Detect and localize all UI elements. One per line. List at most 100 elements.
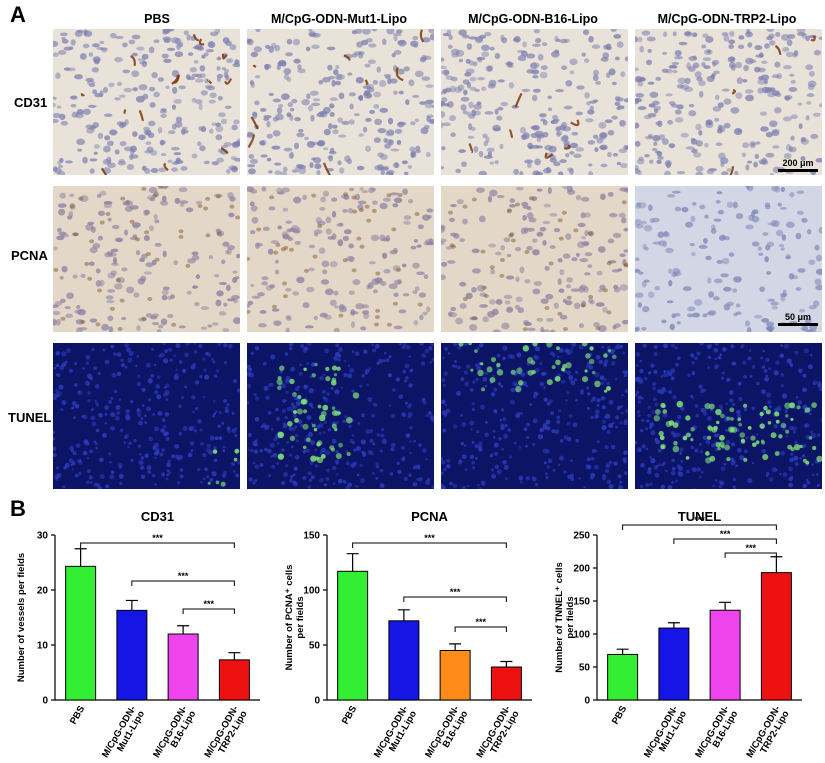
panel-a-letter: A xyxy=(10,2,26,27)
chart-pcna-xtick-label-trp2: M/CpG-ODN-TRP2-Lipo xyxy=(474,704,521,763)
chart-pcna-errorbar-trp2 xyxy=(500,660,513,667)
chart-pcna-title: PCNA xyxy=(411,509,448,524)
chart-pcna-xtick-label-pbs: PBS xyxy=(340,704,359,726)
chart-cd31-significance-bracket xyxy=(131,580,235,586)
chart-pcna-significance-bracket xyxy=(454,626,507,632)
chart-cd31-ytick-label: 10 xyxy=(37,641,49,652)
chart-cd31-ytick-label: 0 xyxy=(42,696,48,707)
micrograph-cd31-b16 xyxy=(441,29,628,175)
chart-pcna-ytick-label: 150 xyxy=(303,531,320,542)
chart-cd31-xtick-label-trp2: M/CpG-ODN-TRP2-Lipo xyxy=(202,704,249,763)
chart-cd31-xtick-label-b16: M/CpG-ODN-B16-Lipo xyxy=(151,704,198,763)
chart-cd31-bar-pbs xyxy=(65,565,97,701)
chart-tunel-bar-trp2 xyxy=(760,572,792,701)
chart-pcna-significance-bracket xyxy=(352,542,507,548)
chart-tunel-significance-bracket xyxy=(673,538,777,544)
chart-tunel-bar-pbs xyxy=(607,653,639,701)
chart-pcna-significance-label: *** xyxy=(424,533,435,543)
chart-tunel-xtick-label-trp2: M/CpG-ODN-TRP2-Lipo xyxy=(744,704,791,763)
chart-tunel-title: TUNEL xyxy=(678,509,721,524)
chart-pcna-errorbar-pbs xyxy=(346,553,359,572)
chart-tunel-svg: TUNEL 0 50 100 150 200 250 Number of TNNEL⁺ cel… xyxy=(554,509,802,760)
micrograph-tunel-mut1 xyxy=(247,343,434,489)
micrograph-image xyxy=(635,343,822,489)
chart-tunel-errorbar-trp2 xyxy=(770,556,783,573)
chart-cd31-significance-bracket xyxy=(80,542,235,548)
micrograph-image xyxy=(53,186,240,332)
chart-tunel-ytick-label: 100 xyxy=(573,630,590,641)
chart-tunel: TUNEL 0 50 100 150 200 250 Number of TNNEL⁺ cel… xyxy=(552,505,822,760)
chart-cd31-bar-trp2 xyxy=(218,659,250,701)
chart-cd31-svg: CD31 0 10 20 30 Number of vessels per fields P… xyxy=(16,509,260,760)
chart-cd31-xtick-label-mut1: M/CpG-ODN-Mut1-Lipo xyxy=(100,704,147,763)
panel-b-letter: B xyxy=(10,496,26,521)
chart-pcna-errorbar-mut1 xyxy=(397,609,410,621)
micrograph-tunel-pbs xyxy=(53,343,240,489)
chart-pcna-xtick-label-mut1: M/CpG-ODN-Mut1-Lipo xyxy=(372,704,419,763)
chart-cd31-significance-label: *** xyxy=(203,599,214,609)
chart-pcna-significance-bracket xyxy=(403,596,507,602)
chart-cd31-ylabel: Number of vessels per fields xyxy=(16,553,27,682)
chart-pcna-bar-trp2 xyxy=(490,666,522,701)
micrograph-pcna-b16 xyxy=(441,186,628,332)
chart-tunel-ylabel: Number of TNNEL⁺ cellsper fields xyxy=(554,562,576,673)
chart-cd31-errorbar-mut1 xyxy=(125,599,138,611)
chart-tunel-xtick-label-pbs: PBS xyxy=(610,704,629,726)
chart-pcna-xtick-label-b16: M/CpG-ODN-B16-Lipo xyxy=(423,704,470,763)
micrograph-image xyxy=(635,186,822,332)
chart-cd31-errorbar-trp2 xyxy=(228,652,241,660)
chart-pcna-ytick-label: 100 xyxy=(303,586,320,597)
chart-pcna-significance-label: *** xyxy=(450,587,461,597)
scalebar-200um: 200 μm xyxy=(778,158,818,172)
micrograph-cd31-trp2 xyxy=(635,29,822,175)
chart-cd31-errorbar-b16 xyxy=(177,625,190,634)
micrograph-tunel-b16 xyxy=(441,343,628,489)
micrograph-image xyxy=(441,29,628,175)
column-header-mut1: M/CpG-ODN-Mut1-Lipo xyxy=(270,12,408,26)
row-label-cd31: CD31 xyxy=(14,95,48,110)
chart-tunel-significance-bracket xyxy=(622,524,777,530)
chart-tunel-bar-mut1 xyxy=(658,627,690,701)
chart-cd31-significance-label: *** xyxy=(178,571,189,581)
chart-tunel-ytick-label: 200 xyxy=(573,564,590,575)
chart-tunel-significance-bracket xyxy=(724,552,777,558)
chart-tunel-errorbar-pbs xyxy=(616,648,629,655)
row-label-pcna: PCNA xyxy=(11,248,48,263)
micrograph-image xyxy=(635,29,822,175)
chart-tunel-ytick-label: 250 xyxy=(573,531,590,542)
chart-cd31-ytick-label: 20 xyxy=(37,586,49,597)
chart-pcna-ytick-label: 50 xyxy=(309,641,321,652)
chart-cd31: CD31 0 10 20 30 Number of vessels per fields P… xyxy=(10,505,280,760)
micrograph-image xyxy=(53,29,240,175)
chart-tunel-bar-b16 xyxy=(709,609,741,701)
micrograph-image xyxy=(441,343,628,489)
chart-cd31-bar-mut1 xyxy=(116,609,148,701)
chart-cd31-significance-bracket xyxy=(182,608,235,614)
chart-pcna-errorbar-b16 xyxy=(449,643,462,651)
chart-tunel-significance-label: *** xyxy=(745,543,756,553)
micrograph-image xyxy=(247,186,434,332)
chart-tunel-ytick-label: 0 xyxy=(584,696,590,707)
chart-tunel-ytick-label: 50 xyxy=(579,663,591,674)
chart-tunel-xtick-label-mut1: M/CpG-ODN-Mut1-Lipo xyxy=(642,704,689,763)
micrograph-image xyxy=(247,343,434,489)
chart-cd31-xtick-label-pbs: PBS xyxy=(68,704,87,726)
column-header-b16: M/CpG-ODN-B16-Lipo xyxy=(468,12,598,26)
chart-cd31-errorbar-pbs xyxy=(74,548,87,567)
chart-cd31-significance-label: *** xyxy=(152,533,163,543)
chart-cd31-ytick-label: 30 xyxy=(37,531,49,542)
micrograph-tunel-trp2 xyxy=(635,343,822,489)
row-label-tunel: TUNEL xyxy=(8,410,52,425)
micrograph-pcna-trp2 xyxy=(635,186,822,332)
column-header-pbs: PBS xyxy=(144,12,170,26)
chart-pcna-ytick-label: 0 xyxy=(314,696,320,707)
micrograph-image xyxy=(53,343,240,489)
scalebar-50um-bar xyxy=(778,323,818,326)
chart-pcna-svg: PCNA 0 50 100 150 Number of PCNA⁺ cellsper fi… xyxy=(284,509,532,760)
chart-cd31-title: CD31 xyxy=(141,509,174,524)
micrograph-cd31-pbs xyxy=(53,29,240,175)
micrograph-cd31-mut1 xyxy=(247,29,434,175)
scalebar-50um: 50 μm xyxy=(778,312,818,326)
chart-pcna-ylabel: Number of PCNA⁺ cellsper fields xyxy=(284,565,306,671)
micrograph-image xyxy=(441,186,628,332)
